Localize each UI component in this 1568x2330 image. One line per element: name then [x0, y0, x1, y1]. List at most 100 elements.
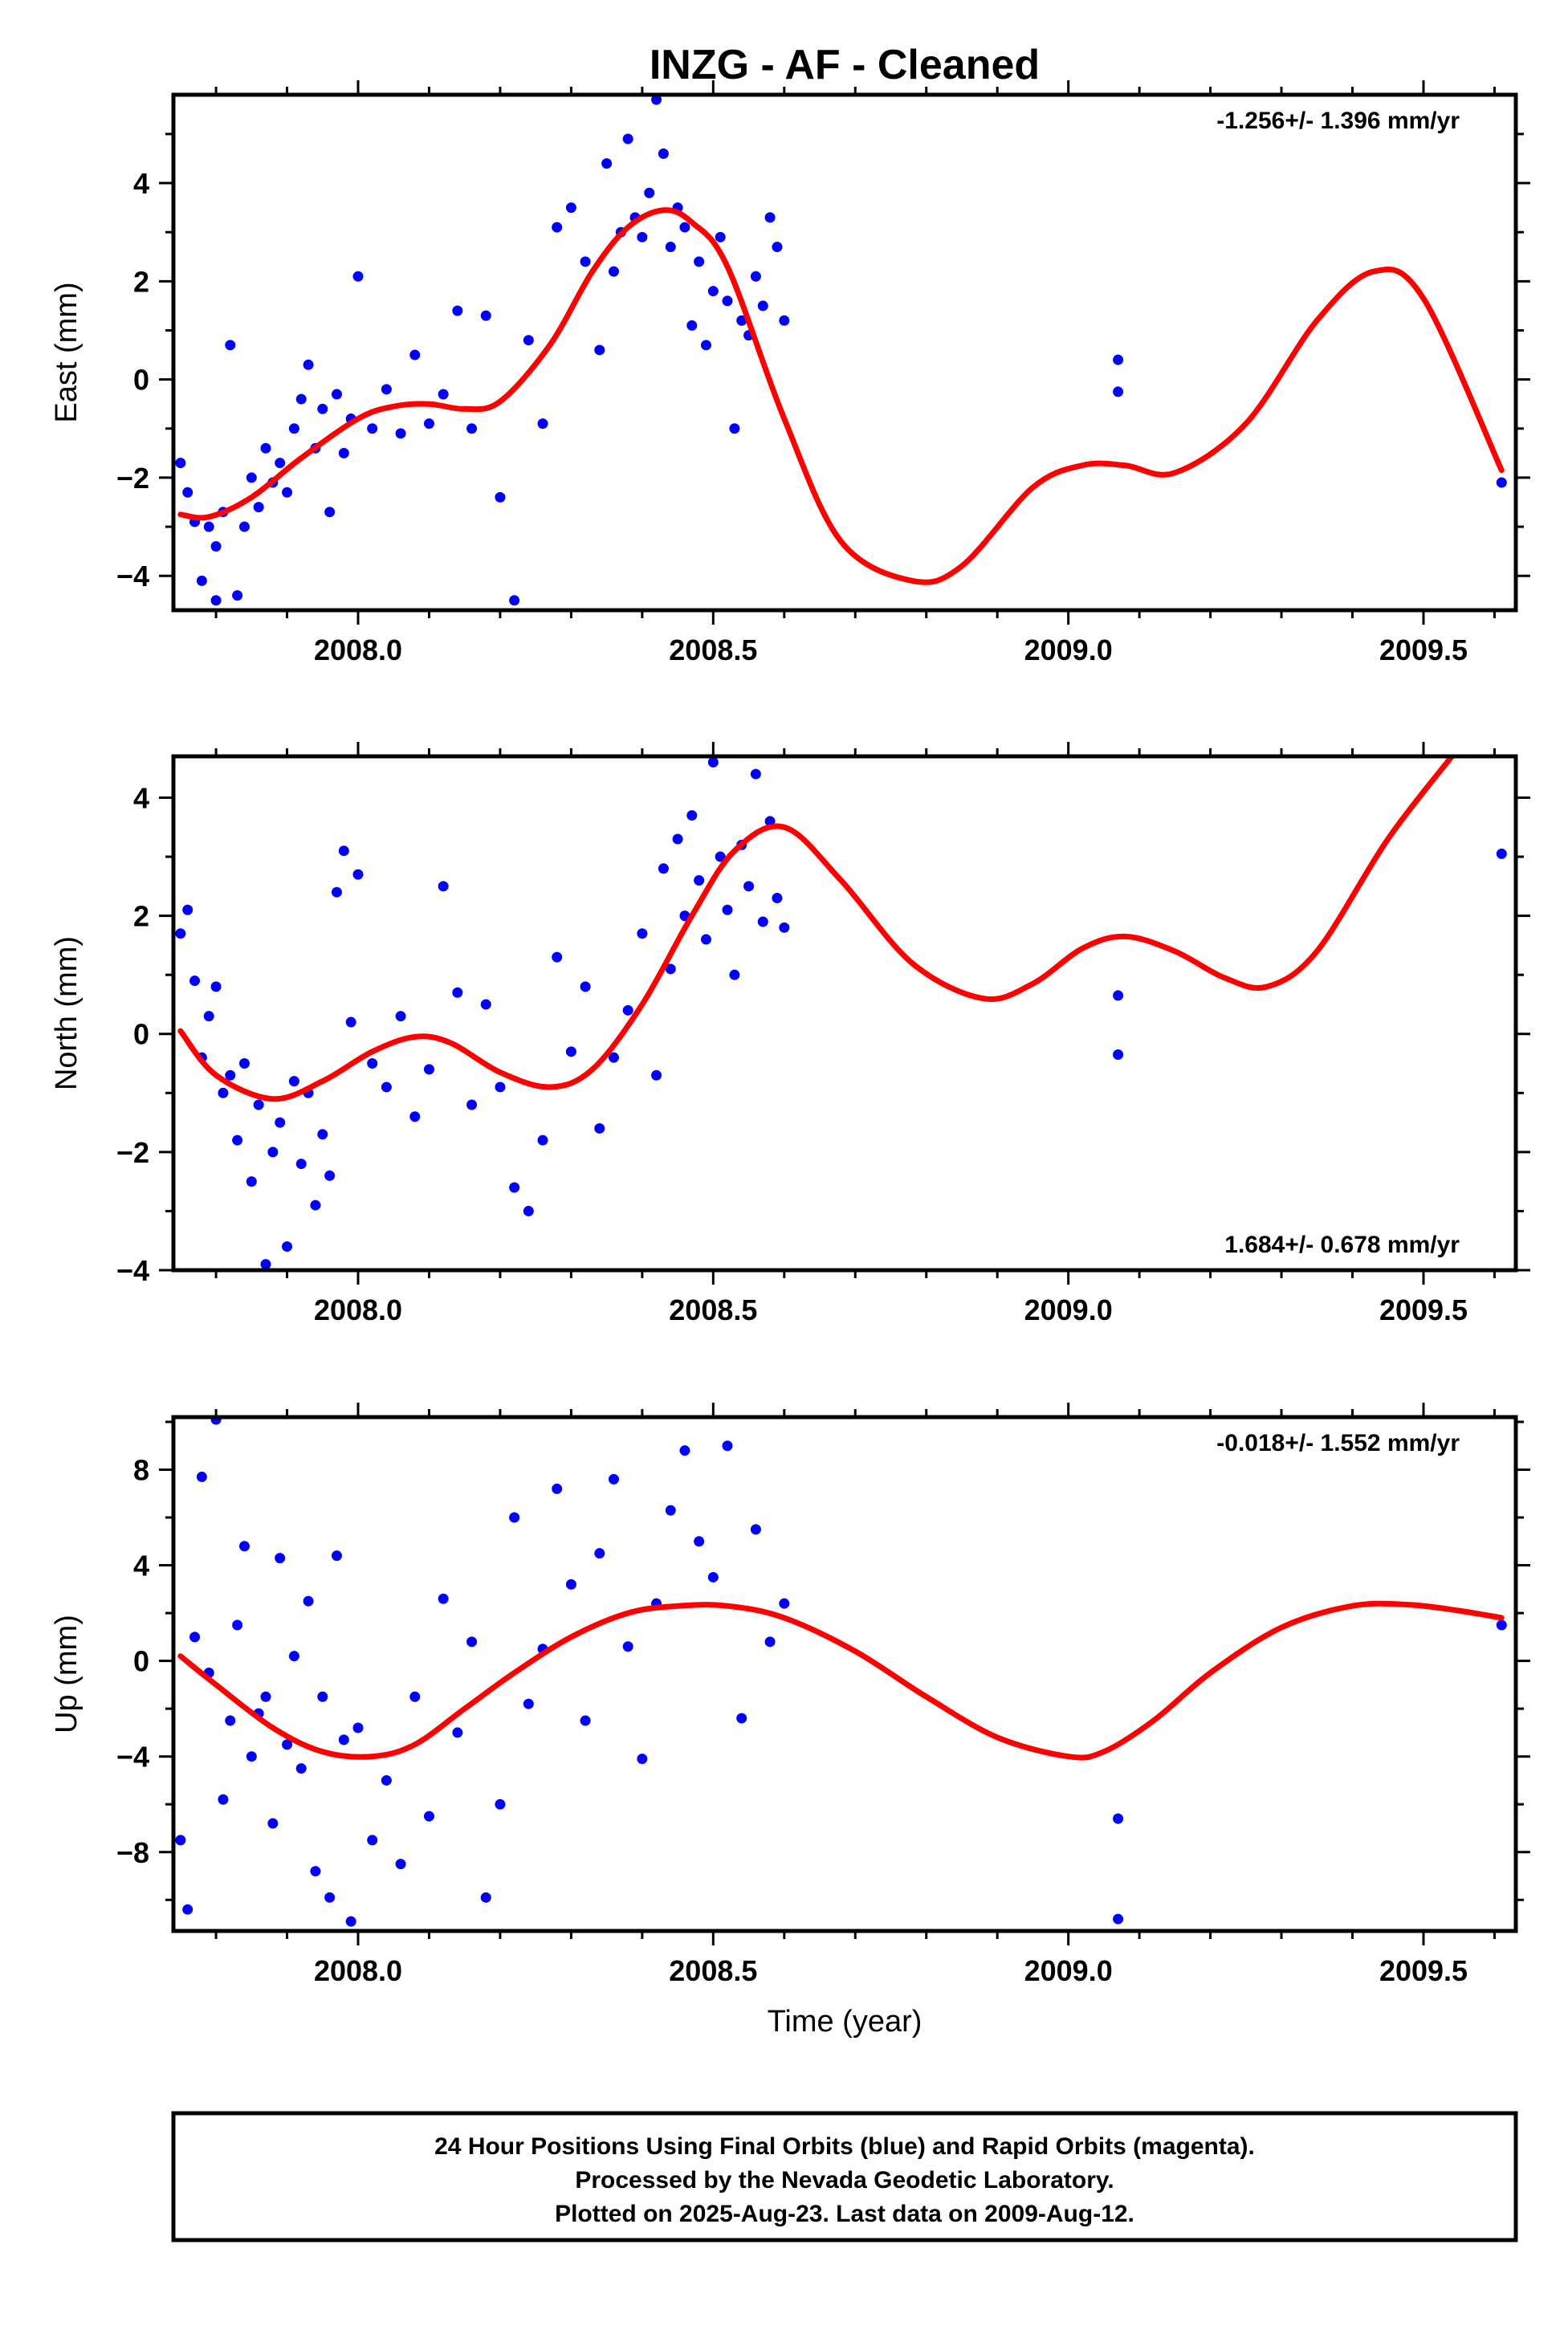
- up-data-point: [565, 1578, 576, 1590]
- up-data-point: [338, 1734, 349, 1745]
- north-data-point: [1113, 990, 1124, 1001]
- up-plot-frame: [171, 1415, 1518, 1933]
- up-data-point: [395, 1859, 406, 1870]
- east-x-tick-label: 2008.5: [669, 633, 757, 666]
- east-data-point: [282, 487, 293, 498]
- up-y-tick-label: 4: [133, 1550, 149, 1583]
- east-data-point: [757, 300, 768, 312]
- figure-title: INZG - AF - Cleaned: [650, 42, 1040, 88]
- up-data-point: [225, 1715, 236, 1726]
- east-data-point: [367, 423, 378, 434]
- north-data-point: [523, 1205, 534, 1216]
- east-data-point: [352, 271, 364, 282]
- up-x-tick-label: 2008.5: [669, 1954, 757, 1987]
- up-data-point: [246, 1751, 257, 1762]
- east-rate-label: -1.256+/- 1.396 mm/yr: [1216, 108, 1460, 134]
- up-data-point: [736, 1713, 747, 1724]
- east-data-point: [288, 423, 299, 434]
- north-data-point: [438, 881, 449, 892]
- up-data-point: [267, 1818, 279, 1829]
- up-data-point: [1113, 1813, 1124, 1824]
- up-data-point: [722, 1440, 733, 1452]
- east-data-point: [1113, 354, 1124, 365]
- north-data-point: [338, 845, 349, 857]
- east-plot-frame: [171, 92, 1518, 613]
- up-data-point: [1496, 1619, 1507, 1631]
- footer-line-1: 24 Hour Positions Using Final Orbits (bl…: [434, 2133, 1255, 2160]
- north-data-point: [729, 969, 740, 980]
- up-data-point: [275, 1553, 286, 1564]
- east-data-point: [225, 340, 236, 351]
- east-data-point: [175, 458, 186, 469]
- up-data-point: [438, 1593, 449, 1604]
- east-data-point: [480, 310, 491, 321]
- north-data-point: [700, 934, 711, 945]
- north-data-point: [260, 1259, 271, 1270]
- east-data-point: [736, 315, 747, 326]
- north-plot-frame: [171, 754, 1518, 1273]
- up-fit-curve: [177, 1600, 1505, 1761]
- north-data-point: [225, 1069, 236, 1081]
- east-data-point: [665, 242, 676, 253]
- east-data-point: [772, 242, 783, 253]
- east-data-point: [764, 212, 776, 223]
- east-data-point: [238, 521, 250, 532]
- up-x-tick-label: 2009.5: [1379, 1954, 1468, 1987]
- north-rate-label: 1.684+/- 0.678 mm/yr: [1224, 1232, 1460, 1258]
- east-y-tick-label: 0: [133, 364, 149, 397]
- up-data-point: [622, 1641, 633, 1652]
- east-data-point: [232, 590, 243, 601]
- up-data-point: [608, 1473, 619, 1485]
- east-data-point: [707, 286, 719, 297]
- footer-line-3: Plotted on 2025-Aug-23. Last data on 200…: [555, 2201, 1134, 2227]
- north-data-point: [352, 869, 364, 880]
- east-data-point: [523, 335, 534, 346]
- north-data-point: [622, 1004, 633, 1016]
- north-data-point: [1496, 848, 1507, 859]
- east-data-point: [686, 320, 698, 331]
- east-data-point: [552, 222, 563, 233]
- up-x-tick-label: 2009.0: [1024, 1954, 1113, 1987]
- north-data-point: [637, 928, 648, 939]
- up-x-tick-label: 2008.0: [314, 1954, 402, 1987]
- north-data-point: [310, 1200, 321, 1211]
- up-data-point: [317, 1691, 328, 1702]
- east-panel: 2008.0 2008.5 2009.0 2009.5 −4 −2 0 2 4 East (mm)…: [50, 80, 1530, 666]
- north-data-point: [672, 833, 683, 845]
- up-data-point: [282, 1739, 293, 1750]
- north-fit-curve: [177, 756, 1455, 1102]
- north-x-tick-label: 2009.0: [1024, 1293, 1113, 1326]
- up-data-point: [495, 1798, 506, 1810]
- north-y-axis-label: North (mm): [50, 936, 83, 1090]
- east-y-tick-label: 4: [133, 167, 149, 200]
- east-y-tick-label: −2: [116, 462, 149, 495]
- footer-line-2: Processed by the Nevada Geodetic Laborat…: [575, 2167, 1114, 2194]
- up-data-point: [182, 1904, 193, 1915]
- up-data-point: [409, 1691, 421, 1702]
- east-data-point: [644, 187, 655, 198]
- up-data-point: [594, 1548, 605, 1559]
- east-data-point: [253, 502, 264, 513]
- north-data-point: [182, 904, 193, 915]
- east-data-point: [651, 95, 662, 105]
- east-data-point: [779, 315, 790, 326]
- north-data-point: [651, 1069, 662, 1081]
- east-data-point: [203, 521, 214, 532]
- north-data-point: [367, 1058, 378, 1069]
- east-data-point: [537, 418, 548, 430]
- up-data-point: [523, 1698, 534, 1709]
- north-y-tick-label: 2: [133, 900, 149, 933]
- east-data-point: [679, 222, 690, 233]
- up-panel: 2008.0 2008.5 2009.0 2009.5 −8 −4 0 4 8 Up (mm) Ti…: [50, 1403, 1530, 2039]
- up-data-point: [381, 1774, 392, 1786]
- north-data-point: [509, 1182, 520, 1193]
- north-data-point: [772, 893, 783, 904]
- north-data-point: [175, 928, 186, 939]
- up-data-point: [295, 1763, 307, 1774]
- up-data-point: [679, 1445, 690, 1456]
- east-x-tick-label: 2008.0: [314, 633, 402, 666]
- up-data-point: [423, 1811, 434, 1822]
- north-data-point: [317, 1129, 328, 1140]
- up-y-axis-label: Up (mm): [50, 1615, 83, 1733]
- north-points: [175, 756, 1507, 1270]
